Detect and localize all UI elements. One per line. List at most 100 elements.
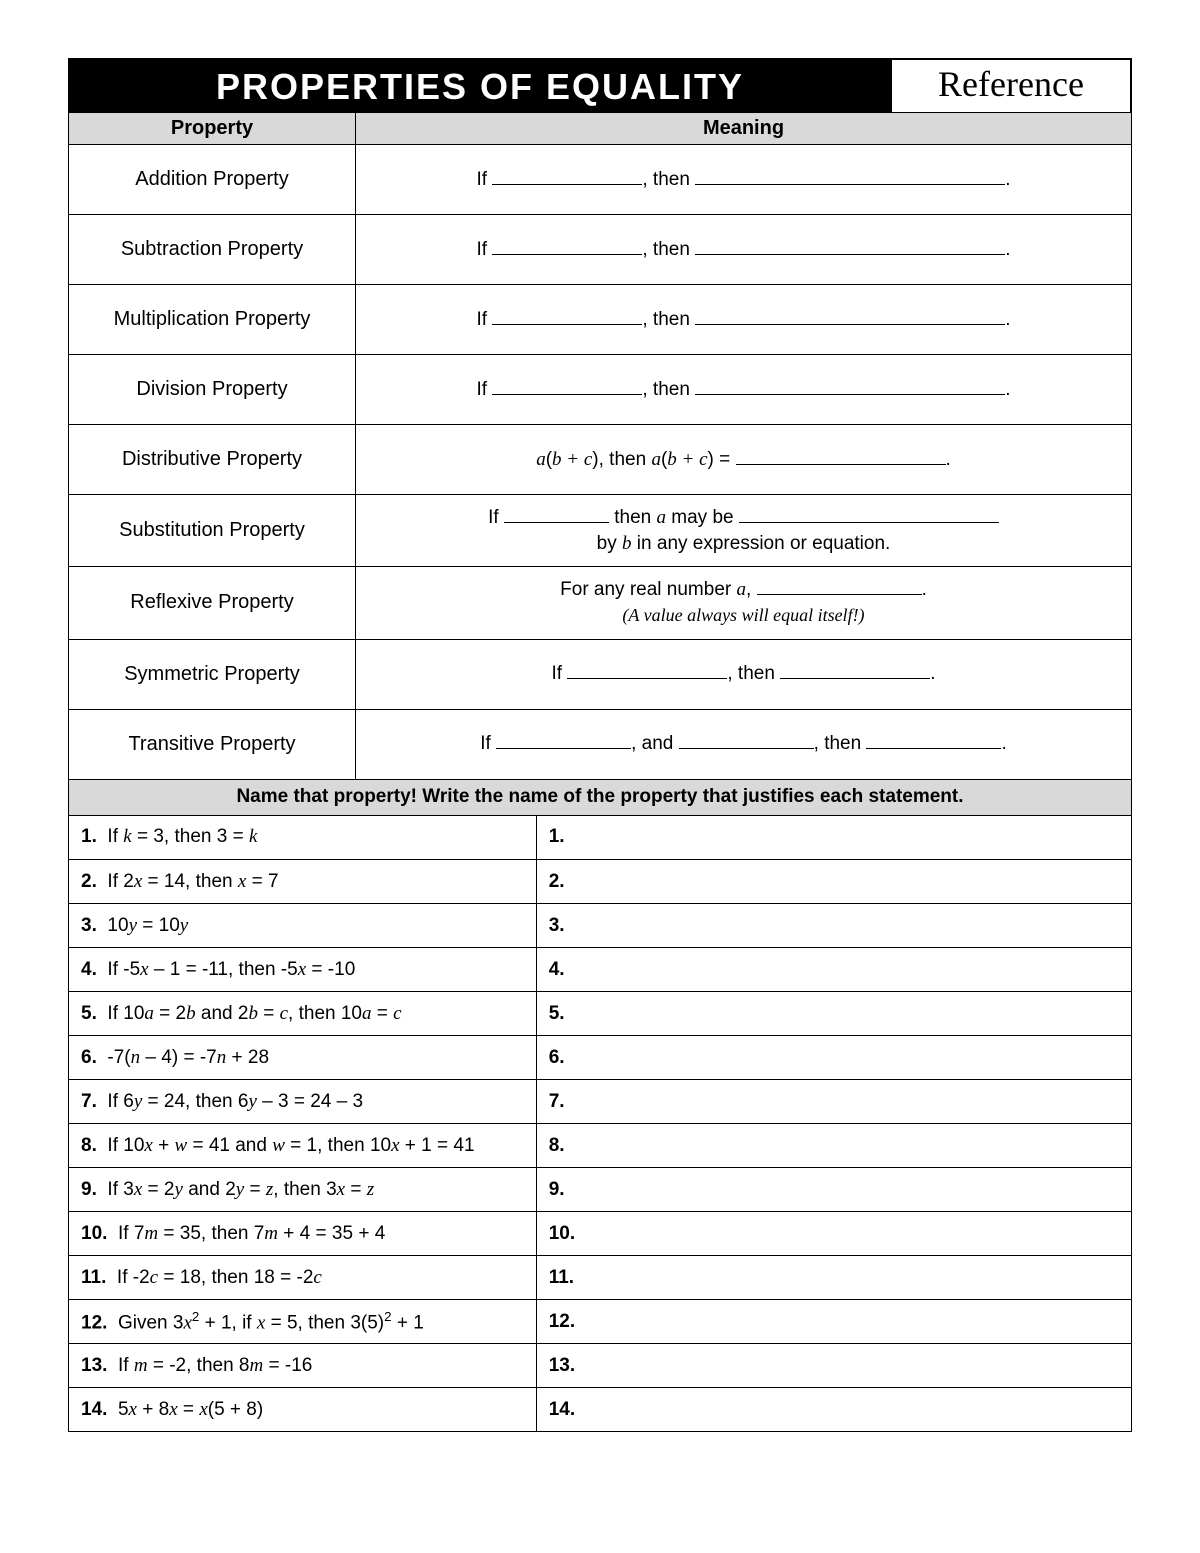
blank[interactable] (695, 377, 1005, 395)
text: , then (642, 309, 690, 330)
text: . (930, 663, 935, 684)
math-var: b + c (552, 449, 592, 470)
question-text: 11. If -2c = 18, then 18 = -2c (69, 1256, 537, 1300)
blank[interactable] (492, 307, 642, 325)
blank[interactable] (695, 237, 1005, 255)
answer-cell[interactable]: 1. (536, 816, 1131, 860)
answer-cell[interactable]: 14. (536, 1388, 1131, 1432)
question-row: 11. If -2c = 18, then 18 = -2c11. (69, 1256, 1132, 1300)
answer-cell[interactable]: 8. (536, 1124, 1131, 1168)
property-meaning: If then a may be by b in any expression … (356, 495, 1132, 567)
text: If (477, 239, 488, 260)
col-header-meaning: Meaning (356, 113, 1132, 145)
question-text: 5. If 10a = 2b and 2b = c, then 10a = c (69, 992, 537, 1036)
property-meaning: If , then . (356, 639, 1132, 709)
text: , then (814, 733, 862, 754)
instructions: Name that property! Write the name of th… (69, 779, 1132, 815)
property-name: Substitution Property (69, 495, 356, 567)
blank[interactable] (757, 577, 922, 595)
answer-cell[interactable]: 13. (536, 1344, 1131, 1388)
table-header-row: Property Meaning (69, 113, 1132, 145)
note: (A value always will equal itself!) (622, 605, 864, 625)
text: If (477, 169, 488, 190)
question-row: 10. If 7m = 35, then 7m + 4 = 35 + 410. (69, 1212, 1132, 1256)
property-row: Reflexive Property For any real number a… (69, 567, 1132, 639)
properties-table: Property Meaning Addition Property If , … (68, 112, 1132, 816)
page-subtitle: Reference (890, 60, 1130, 112)
property-name: Division Property (69, 355, 356, 425)
property-name: Symmetric Property (69, 639, 356, 709)
blank[interactable] (492, 377, 642, 395)
math-var: a (657, 507, 667, 528)
question-text: 1. If k = 3, then 3 = k (69, 816, 537, 860)
answer-cell[interactable]: 6. (536, 1036, 1131, 1080)
property-name: Distributive Property (69, 425, 356, 495)
text: then (609, 507, 657, 528)
text: by (597, 533, 622, 554)
question-text: 14. 5x + 8x = x(5 + 8) (69, 1388, 537, 1432)
answer-cell[interactable]: 5. (536, 992, 1131, 1036)
property-meaning: If , then . (356, 145, 1132, 215)
blank[interactable] (679, 731, 814, 749)
text: , then (642, 379, 690, 400)
text: . (1005, 379, 1010, 400)
blank[interactable] (739, 505, 999, 523)
text: , then (727, 663, 775, 684)
question-row: 12. Given 3x2 + 1, if x = 5, then 3(5)2 … (69, 1300, 1132, 1344)
math-var: a (651, 449, 661, 470)
text: in any expression or equation. (632, 533, 891, 554)
text: , and (631, 733, 673, 754)
blank[interactable] (780, 661, 930, 679)
text: If (480, 733, 491, 754)
question-row: 14. 5x + 8x = x(5 + 8)14. (69, 1388, 1132, 1432)
blank[interactable] (736, 447, 946, 465)
property-row: Division Property If , then . (69, 355, 1132, 425)
property-row: Distributive Property a(b + c), then a(b… (69, 425, 1132, 495)
property-row: Symmetric Property If , then . (69, 639, 1132, 709)
question-row: 13. If m = -2, then 8m = -1613. (69, 1344, 1132, 1388)
property-meaning: If , and , then . (356, 709, 1132, 779)
property-name: Multiplication Property (69, 285, 356, 355)
blank[interactable] (567, 661, 727, 679)
blank[interactable] (504, 505, 609, 523)
blank[interactable] (492, 237, 642, 255)
question-row: 1. If k = 3, then 3 = k1. (69, 816, 1132, 860)
blank[interactable] (695, 307, 1005, 325)
worksheet-page: PROPERTIES OF EQUALITY Reference Propert… (0, 0, 1200, 1490)
text: If (477, 379, 488, 400)
answer-cell[interactable]: 12. (536, 1300, 1131, 1344)
math-var: b (622, 533, 632, 554)
property-name: Reflexive Property (69, 567, 356, 639)
property-meaning: If , then . (356, 215, 1132, 285)
answer-cell[interactable]: 3. (536, 904, 1131, 948)
answer-cell[interactable]: 11. (536, 1256, 1131, 1300)
question-text: 6. -7(n – 4) = -7n + 28 (69, 1036, 537, 1080)
instructions-row: Name that property! Write the name of th… (69, 779, 1132, 815)
question-text: 2. If 2x = 14, then x = 7 (69, 860, 537, 904)
text: . (1001, 733, 1006, 754)
property-row: Addition Property If , then . (69, 145, 1132, 215)
property-name: Transitive Property (69, 709, 356, 779)
blank[interactable] (496, 731, 631, 749)
blank[interactable] (492, 167, 642, 185)
question-text: 7. If 6y = 24, then 6y – 3 = 24 – 3 (69, 1080, 537, 1124)
question-row: 5. If 10a = 2b and 2b = c, then 10a = c5… (69, 992, 1132, 1036)
question-text: 13. If m = -2, then 8m = -16 (69, 1344, 537, 1388)
property-meaning: For any real number a, . (A value always… (356, 567, 1132, 639)
text: If (488, 507, 499, 528)
property-row: Multiplication Property If , then . (69, 285, 1132, 355)
answer-cell[interactable]: 7. (536, 1080, 1131, 1124)
blank[interactable] (866, 731, 1001, 749)
title-bar: PROPERTIES OF EQUALITY Reference (68, 58, 1132, 112)
blank[interactable] (695, 167, 1005, 185)
answer-cell[interactable]: 4. (536, 948, 1131, 992)
answer-cell[interactable]: 9. (536, 1168, 1131, 1212)
question-text: 9. If 3x = 2y and 2y = z, then 3x = z (69, 1168, 537, 1212)
question-row: 7. If 6y = 24, then 6y – 3 = 24 – 37. (69, 1080, 1132, 1124)
answer-cell[interactable]: 2. (536, 860, 1131, 904)
property-row: Subtraction Property If , then . (69, 215, 1132, 285)
question-row: 3. 10y = 10y3. (69, 904, 1132, 948)
text: . (946, 449, 951, 470)
answer-cell[interactable]: 10. (536, 1212, 1131, 1256)
property-name: Addition Property (69, 145, 356, 215)
